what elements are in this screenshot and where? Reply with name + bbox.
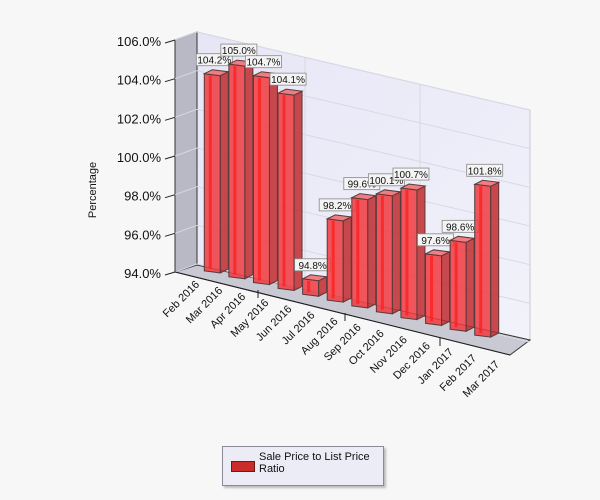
y-tick-label: 106.0%: [117, 34, 162, 49]
y-axis: 94.0% 96.0% 98.0% 100.0% 102.0% 104.0% 106.0%: [117, 34, 176, 281]
legend-label: Sale Price to List Price Ratio: [259, 451, 370, 475]
y-tick-label: 102.0%: [117, 111, 162, 126]
bar-value-label: 104.7%: [246, 58, 280, 69]
bar-value-label: 100.7%: [394, 170, 428, 181]
bar: 99.6%: [343, 177, 381, 309]
bar: 104.1%: [269, 72, 307, 292]
y-tick-label: 94.0%: [124, 266, 161, 281]
bar: 105.0%: [220, 43, 258, 280]
y-tick-label: 98.0%: [124, 189, 161, 204]
bar-value-label: 100.1%: [369, 176, 403, 187]
bar-value-label: 105.0%: [222, 46, 256, 57]
bar-value-label: 99.6%: [348, 180, 376, 191]
chart-plot: 104.2%105.0%104.7%104.1%94.8%98.2%99.6%1…: [87, 31, 532, 400]
bar: 97.6%: [417, 233, 454, 327]
bar: 94.8%: [294, 258, 332, 298]
bars: 104.2%105.0%104.7%104.1%94.8%98.2%99.6%1…: [195, 43, 504, 338]
bar-value-label: 98.6%: [446, 222, 474, 233]
bar: 104.2%: [195, 53, 233, 274]
bar-value-label: 104.2%: [197, 56, 231, 67]
bar-value-label: 94.8%: [298, 261, 326, 272]
bar: 98.2%: [318, 198, 356, 303]
bar-value-label: 97.6%: [421, 236, 449, 247]
bar: 98.6%: [441, 219, 479, 333]
y-axis-title: Percentage: [87, 162, 99, 218]
legend-swatch: [231, 461, 255, 472]
legend: Sale Price to List Price Ratio: [222, 446, 384, 486]
bar: 101.8%: [466, 163, 504, 338]
bar-value-label: 101.8%: [468, 166, 502, 177]
y-tick-label: 96.0%: [124, 227, 161, 242]
bar: 100.7%: [392, 167, 430, 321]
y-tick-label: 104.0%: [117, 73, 162, 88]
y-tick-label: 100.0%: [117, 150, 162, 165]
bar-value-label: 98.2%: [323, 201, 351, 212]
bar-value-label: 104.1%: [271, 75, 305, 86]
bar: 104.7%: [245, 55, 282, 286]
